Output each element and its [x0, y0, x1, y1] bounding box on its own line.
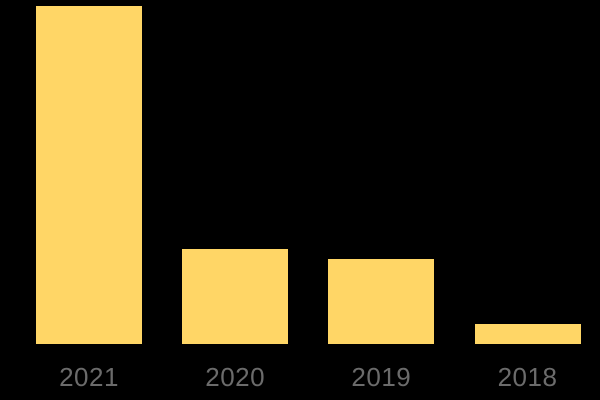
bar-2018: [474, 324, 581, 344]
x-axis-tick-label-2018: 2018: [497, 362, 558, 392]
bar-2019: [328, 259, 435, 344]
x-axis-tick-label-2019: 2019: [351, 362, 412, 392]
bar-2021: [36, 6, 142, 344]
bar-2020: [182, 249, 289, 344]
x-axis-tick-label-2021: 2021: [59, 362, 119, 392]
x-axis-tick-label-2020: 2020: [205, 362, 266, 392]
